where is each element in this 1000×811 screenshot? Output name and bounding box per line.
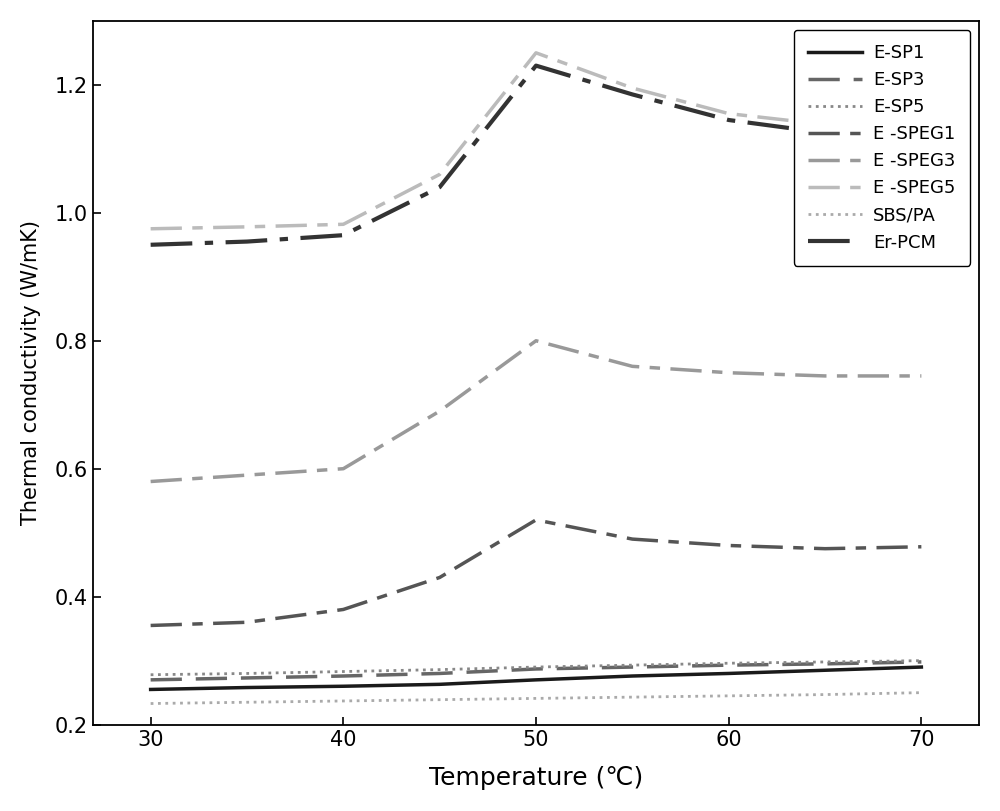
E-SP1 [530, 675, 542, 684]
E-SP3 [915, 657, 927, 667]
E-SP1 [434, 680, 446, 689]
SBS/PA [626, 693, 638, 702]
E-SP1 [145, 684, 157, 694]
E-SP1 [723, 668, 735, 678]
E-SP5 [819, 657, 831, 667]
E -SPEG1 [915, 542, 927, 551]
Y-axis label: Thermal conductivity (W/mK): Thermal conductivity (W/mK) [21, 221, 41, 526]
Line: E-SP5: E-SP5 [151, 661, 921, 675]
Line: E-SP3: E-SP3 [151, 662, 921, 680]
Er-PCM [819, 128, 831, 138]
Line: E -SPEG5: E -SPEG5 [151, 53, 921, 229]
Er-PCM [337, 230, 349, 240]
Er-PCM [434, 182, 446, 192]
E-SP5 [626, 660, 638, 670]
E -SPEG3 [337, 464, 349, 474]
SBS/PA [915, 688, 927, 697]
Er-PCM [145, 240, 157, 250]
E -SPEG5 [241, 222, 253, 232]
E -SPEG3 [626, 362, 638, 371]
E-SP3 [530, 664, 542, 674]
SBS/PA [530, 693, 542, 703]
E-SP1 [626, 672, 638, 681]
SBS/PA [723, 691, 735, 701]
E -SPEG5 [723, 109, 735, 118]
E -SPEG1 [337, 605, 349, 615]
E -SPEG5 [626, 84, 638, 93]
E -SPEG5 [145, 224, 157, 234]
SBS/PA [145, 698, 157, 708]
SBS/PA [241, 697, 253, 707]
Line: Er-PCM: Er-PCM [151, 66, 921, 245]
E -SPEG1 [145, 620, 157, 630]
E -SPEG3 [241, 470, 253, 480]
E -SPEG5 [530, 48, 542, 58]
E -SPEG1 [723, 541, 735, 551]
E-SP5 [145, 670, 157, 680]
E -SPEG5 [819, 119, 831, 129]
E-SP1 [819, 665, 831, 675]
E -SPEG1 [434, 573, 446, 582]
Er-PCM [723, 115, 735, 125]
E-SP5 [530, 663, 542, 672]
E-SP5 [915, 656, 927, 666]
E-SP3 [337, 672, 349, 681]
E -SPEG1 [626, 534, 638, 544]
E -SPEG5 [915, 128, 927, 138]
E-SP5 [434, 665, 446, 675]
E -SPEG3 [915, 371, 927, 381]
SBS/PA [819, 689, 831, 699]
E -SPEG3 [145, 477, 157, 487]
E-SP3 [723, 660, 735, 670]
E -SPEG3 [434, 406, 446, 416]
E-SP3 [241, 673, 253, 683]
E-SP5 [723, 659, 735, 668]
E-SP1 [915, 663, 927, 672]
E-SP1 [337, 681, 349, 691]
SBS/PA [337, 696, 349, 706]
Er-PCM [241, 237, 253, 247]
Er-PCM [530, 61, 542, 71]
E -SPEG1 [530, 515, 542, 525]
E-SP3 [145, 675, 157, 684]
Line: E-SP1: E-SP1 [151, 667, 921, 689]
E -SPEG3 [819, 371, 831, 381]
SBS/PA [434, 695, 446, 705]
E -SPEG5 [434, 169, 446, 179]
Line: E -SPEG1: E -SPEG1 [151, 520, 921, 625]
E-SP3 [819, 659, 831, 669]
E-SP3 [626, 663, 638, 672]
E -SPEG3 [723, 368, 735, 378]
E -SPEG1 [819, 544, 831, 554]
Er-PCM [915, 135, 927, 144]
E -SPEG3 [530, 336, 542, 345]
X-axis label: Temperature (℃): Temperature (℃) [429, 766, 643, 790]
E-SP3 [434, 668, 446, 678]
Line: SBS/PA: SBS/PA [151, 693, 921, 703]
E-SP5 [241, 668, 253, 678]
E-SP1 [241, 683, 253, 693]
E-SP5 [337, 667, 349, 676]
Legend: E-SP1, E-SP3, E-SP5, E -SPEG1, E -SPEG3, E -SPEG5, SBS/PA, Er-PCM: E-SP1, E-SP3, E-SP5, E -SPEG1, E -SPEG3,… [794, 30, 970, 266]
E -SPEG5 [337, 220, 349, 230]
Er-PCM [626, 89, 638, 99]
Line: E -SPEG3: E -SPEG3 [151, 341, 921, 482]
E -SPEG1 [241, 617, 253, 627]
